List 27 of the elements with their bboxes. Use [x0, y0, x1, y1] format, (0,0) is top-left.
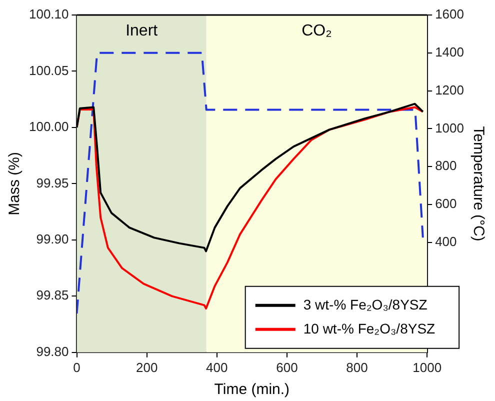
band-label: CO₂	[302, 22, 332, 40]
y-tick-label: 99.85	[36, 288, 69, 303]
y-axis-title: Mass (%)	[6, 152, 24, 216]
x-tick-label: 200	[136, 360, 158, 375]
x-axis-title: Time (min.)	[214, 381, 290, 398]
y-tick-label: 100.10	[28, 6, 69, 22]
y2-tick-label: 1200	[435, 82, 464, 98]
x-tick-label: 800	[346, 360, 368, 375]
y2-axis-title: Temperature (°C)	[470, 126, 487, 242]
x-tick-label: 1000	[412, 360, 442, 375]
y-tick-label: 99.80	[36, 344, 69, 359]
y2-tick-label: 400	[435, 234, 457, 250]
y-tick-label: 99.90	[36, 232, 69, 247]
y2-tick-label: 800	[435, 158, 457, 174]
legend-label: 3 wt-% Fe₂O₃/8YSZ	[303, 296, 428, 312]
y2-tick-label: 600	[435, 196, 457, 212]
legend-label: 10 wt-% Fe₂O₃/8YSZ	[303, 320, 436, 336]
band-label: Inert	[126, 22, 158, 40]
y-tick-label: 100.05	[28, 62, 69, 78]
y-tick-label: 100.00	[28, 119, 69, 134]
x-tick-label: 600	[276, 360, 298, 375]
y-tick-label: 99.95	[36, 175, 69, 190]
x-tick-label: 0	[73, 360, 80, 375]
y2-tick-label: 1400	[435, 44, 464, 60]
y2-tick-label: 1000	[435, 120, 464, 136]
y2-tick-label: 1600	[435, 6, 464, 22]
x-tick-label: 400	[206, 360, 228, 375]
